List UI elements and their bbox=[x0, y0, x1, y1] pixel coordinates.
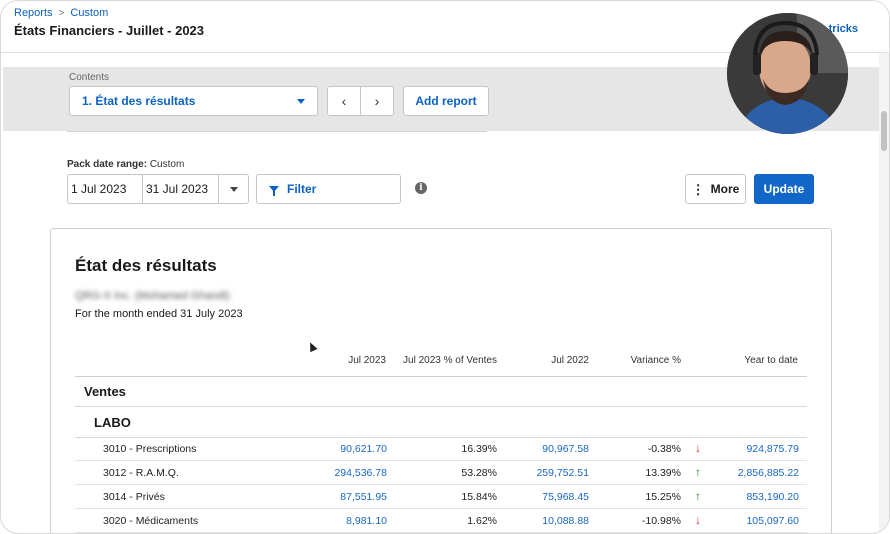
row-jul-2022-value[interactable]: 259,752.51 bbox=[536, 467, 589, 479]
column-header-year-to-date: Year to date bbox=[744, 355, 798, 366]
add-report-button[interactable]: Add report bbox=[403, 86, 489, 116]
row-pct-value: 15.84% bbox=[461, 491, 497, 503]
more-dots-icon: ⋮ bbox=[691, 181, 705, 197]
column-header-pct-of-ventes: Jul 2023 % of Ventes bbox=[403, 355, 497, 366]
row-account-label: 3010 - Prescriptions bbox=[103, 443, 197, 455]
contents-select-value: 1. État des résultats bbox=[82, 94, 196, 108]
column-header-jul-2022: Jul 2022 bbox=[551, 355, 589, 366]
webcam-overlay bbox=[727, 13, 848, 134]
table-row: 3014 - Privés 87,551.95 15.84% 75,968.45… bbox=[75, 485, 807, 509]
row-ytd-value[interactable]: 2,856,885.22 bbox=[737, 467, 799, 479]
row-pct-value: 53.28% bbox=[461, 467, 497, 479]
row-ytd-value[interactable]: 924,875.79 bbox=[746, 443, 799, 455]
table-row: 3020 - Médicaments 8,981.10 1.62% 10,088… bbox=[75, 509, 807, 533]
more-button[interactable]: ⋮ More bbox=[685, 174, 746, 204]
report-title: État des résultats bbox=[75, 256, 217, 275]
filter-button[interactable]: Filter bbox=[256, 174, 401, 204]
report-period: For the month ended 31 July 2023 bbox=[75, 308, 243, 320]
date-range-dropdown-button[interactable] bbox=[218, 174, 249, 204]
next-report-button[interactable]: › bbox=[360, 86, 394, 116]
row-jul-2023-value[interactable]: 8,981.10 bbox=[346, 515, 387, 527]
previous-report-button[interactable]: ‹ bbox=[327, 86, 361, 116]
section-divider bbox=[75, 406, 807, 407]
presenter-webcam-image bbox=[727, 13, 848, 134]
breadcrumb: Reports > Custom bbox=[14, 7, 108, 19]
section-title-ventes: Ventes bbox=[84, 384, 126, 399]
pack-date-range-label: Pack date range: Custom bbox=[67, 159, 184, 170]
page-title: États Financiers - Juillet - 2023 bbox=[14, 23, 205, 38]
row-jul-2023-value[interactable]: 90,621.70 bbox=[340, 443, 387, 455]
row-jul-2022-value[interactable]: 75,968.45 bbox=[542, 491, 589, 503]
row-pct-value: 16.39% bbox=[461, 443, 497, 455]
top-header: Reports > Custom États Financiers - Juil… bbox=[1, 1, 889, 53]
row-jul-2023-value[interactable]: 294,536.78 bbox=[334, 467, 387, 479]
breadcrumb-custom[interactable]: Custom bbox=[70, 7, 109, 19]
arrow-down-icon: ↓ bbox=[695, 513, 701, 527]
arrow-up-icon: ↑ bbox=[695, 465, 701, 479]
group-title-labo: LABO bbox=[94, 415, 131, 430]
row-account-label: 3020 - Médicaments bbox=[103, 515, 199, 527]
report-card: État des résultats QRG-X Inc. (Mohamed G… bbox=[50, 228, 832, 533]
contents-label: Contents bbox=[69, 72, 110, 83]
chevron-right-icon: › bbox=[374, 93, 380, 109]
start-date-input[interactable]: 1 Jul 2023 bbox=[67, 174, 143, 204]
breadcrumb-separator: > bbox=[58, 7, 65, 19]
row-ytd-value[interactable]: 853,190.20 bbox=[746, 491, 799, 503]
chevron-left-icon: ‹ bbox=[341, 93, 347, 109]
column-header-variance: Variance % bbox=[630, 355, 681, 366]
group-divider bbox=[75, 437, 807, 438]
row-account-label: 3012 - R.A.M.Q. bbox=[103, 467, 179, 479]
row-pct-value: 1.62% bbox=[467, 515, 497, 527]
row-jul-2023-value[interactable]: 87,551.95 bbox=[340, 491, 387, 503]
row-jul-2022-value[interactable]: 10,088.88 bbox=[542, 515, 589, 527]
table-row: 3010 - Prescriptions 90,621.70 16.39% 90… bbox=[75, 437, 807, 461]
pack-date-range-title: Pack date range: bbox=[67, 159, 148, 170]
row-variance-value: -10.98% bbox=[641, 515, 681, 527]
arrow-up-icon: ↑ bbox=[695, 489, 701, 503]
row-variance-value: -0.38% bbox=[647, 443, 681, 455]
chevron-down-icon bbox=[230, 187, 238, 192]
header-divider bbox=[75, 376, 807, 377]
end-date-input[interactable]: 31 Jul 2023 bbox=[142, 174, 219, 204]
more-label: More bbox=[710, 182, 740, 196]
contents-divider bbox=[67, 131, 487, 132]
table-row: 3012 - R.A.M.Q. 294,536.78 53.28% 259,75… bbox=[75, 461, 807, 485]
chevron-down-icon bbox=[297, 99, 305, 104]
row-variance-value: 13.39% bbox=[645, 467, 681, 479]
filter-icon bbox=[269, 186, 279, 196]
pack-date-range-value: Custom bbox=[149, 159, 185, 170]
row-ytd-value[interactable]: 105,097.60 bbox=[746, 515, 799, 527]
column-header-jul-2023: Jul 2023 bbox=[348, 355, 386, 366]
info-icon[interactable]: i bbox=[415, 182, 427, 194]
row-account-label: 3014 - Privés bbox=[103, 491, 165, 503]
filter-label: Filter bbox=[287, 182, 317, 196]
tricks-link[interactable]: tricks bbox=[828, 23, 858, 35]
update-button[interactable]: Update bbox=[754, 174, 814, 204]
company-name: QRG-X Inc. (Mohamed Ghandi) bbox=[75, 290, 230, 302]
row-jul-2022-value[interactable]: 90,967.58 bbox=[542, 443, 589, 455]
arrow-down-icon: ↓ bbox=[695, 441, 701, 455]
contents-select[interactable]: 1. État des résultats bbox=[69, 86, 318, 116]
scrollbar[interactable] bbox=[879, 53, 889, 533]
scrollbar-thumb[interactable] bbox=[881, 111, 887, 151]
breadcrumb-reports[interactable]: Reports bbox=[14, 7, 53, 19]
row-variance-value: 15.25% bbox=[645, 491, 681, 503]
